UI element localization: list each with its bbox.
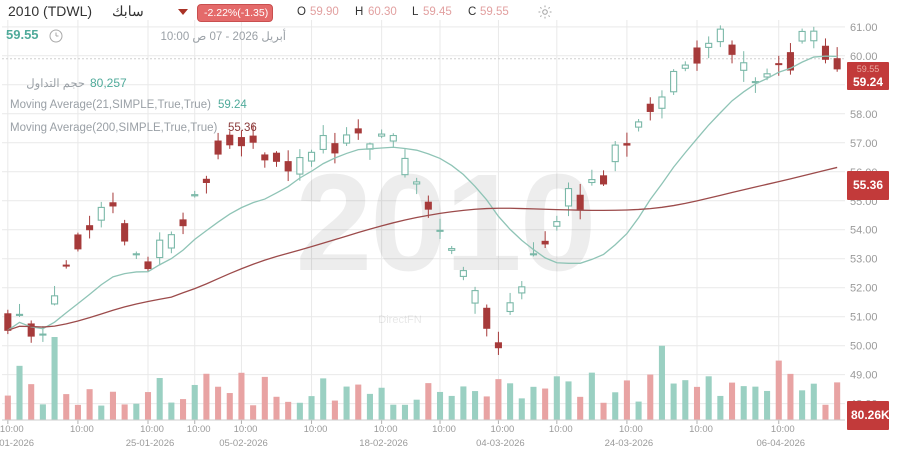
svg-text:53.00: 53.00: [850, 254, 878, 266]
svg-text:DirectFN: DirectFN: [378, 314, 421, 326]
svg-text:49.00: 49.00: [850, 370, 878, 382]
svg-text:54.00: 54.00: [850, 225, 878, 237]
svg-text:61.00: 61.00: [850, 22, 878, 34]
svg-text:58.00: 58.00: [850, 109, 878, 121]
svg-text:51.00: 51.00: [850, 312, 878, 324]
svg-text:2010: 2010: [296, 146, 595, 300]
svg-text:60.00: 60.00: [850, 51, 878, 63]
svg-text:50.00: 50.00: [850, 341, 878, 353]
svg-text:52.00: 52.00: [850, 283, 878, 295]
svg-text:57.00: 57.00: [850, 138, 878, 150]
